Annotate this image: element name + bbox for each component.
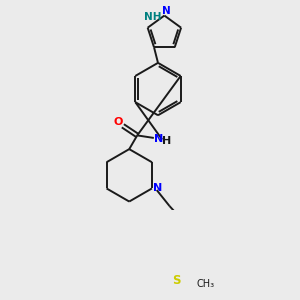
Text: S: S bbox=[172, 274, 180, 286]
Text: H: H bbox=[162, 136, 172, 146]
Text: N: N bbox=[162, 6, 171, 16]
Text: N: N bbox=[153, 183, 162, 194]
Text: O: O bbox=[114, 117, 123, 127]
Text: CH₃: CH₃ bbox=[197, 279, 215, 289]
Text: NH: NH bbox=[144, 12, 162, 22]
Text: N: N bbox=[154, 134, 163, 144]
